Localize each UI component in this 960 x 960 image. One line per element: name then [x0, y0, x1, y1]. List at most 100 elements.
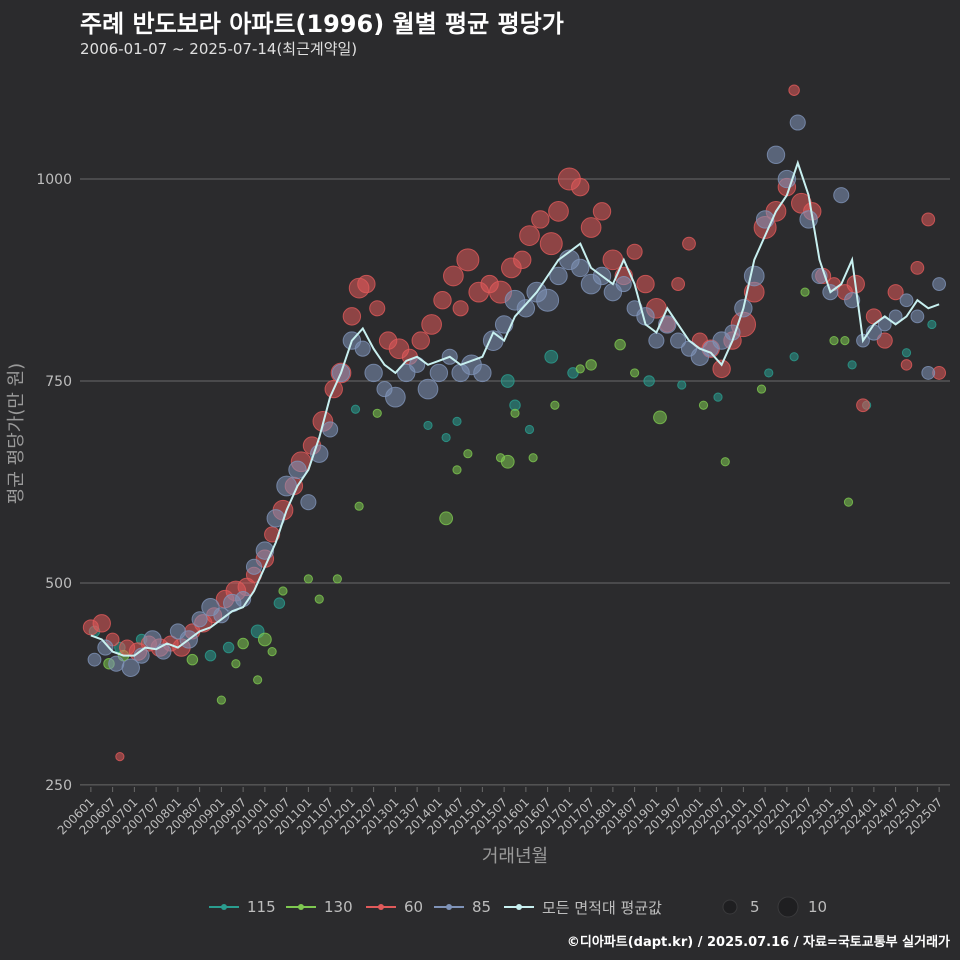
data-point-130 [829, 336, 839, 346]
chart-legend: 115 130 60 85 모든 면적대 평균값 5 [0, 894, 960, 920]
legend-item-average: 모든 면적대 평균값 [504, 894, 662, 920]
legend-item-85: 85 [434, 894, 491, 920]
data-point-85 [300, 494, 317, 511]
data-point-130 [237, 637, 249, 650]
data-point-115 [901, 348, 912, 358]
data-point-130 [452, 465, 462, 475]
data-point-130 [303, 574, 313, 584]
data-point-130 [186, 653, 199, 666]
data-point-60 [626, 243, 643, 260]
data-point-85 [516, 299, 536, 318]
y-tick-label: 750 [45, 374, 72, 390]
data-point-115 [789, 352, 799, 362]
data-point-115 [524, 424, 535, 435]
data-point-85 [108, 655, 125, 672]
data-point-130 [314, 594, 324, 604]
data-point-60 [342, 307, 362, 326]
data-point-85 [921, 366, 936, 380]
data-point-130 [630, 368, 640, 378]
data-point-130 [332, 574, 342, 584]
legend-size-10: 10 [776, 894, 827, 920]
data-point-60 [636, 274, 655, 294]
data-point-115 [441, 432, 451, 443]
data-point-115 [713, 392, 723, 402]
data-point-115 [204, 649, 217, 662]
data-point-85 [213, 607, 230, 624]
data-point-130 [278, 586, 288, 596]
data-point-60 [531, 210, 550, 229]
legend-size-circle-10 [777, 896, 799, 918]
x-axis-title: 거래년월 [482, 846, 548, 867]
data-point-85 [121, 658, 140, 677]
data-point-60 [788, 84, 800, 96]
data-point-85 [789, 114, 806, 131]
data-point-130 [840, 336, 850, 346]
y-tick-label: 250 [45, 778, 72, 794]
data-point-60 [592, 202, 612, 221]
data-point-130 [550, 400, 560, 410]
data-point-115 [500, 374, 515, 388]
data-point-60 [539, 232, 563, 256]
data-point-85 [888, 309, 903, 324]
data-point-60 [519, 225, 540, 246]
legend-swatch-130 [286, 904, 316, 910]
legend-swatch-115 [209, 904, 239, 910]
data-point-85 [417, 378, 439, 400]
legend-size-circle-5 [722, 899, 738, 915]
data-point-60 [887, 284, 904, 301]
data-point-115 [350, 404, 361, 414]
data-point-115 [677, 380, 687, 390]
data-point-85 [87, 652, 102, 667]
data-point-130 [720, 457, 730, 467]
data-point-60 [712, 359, 731, 379]
data-point-85 [364, 363, 383, 383]
data-point-60 [856, 398, 870, 413]
data-point-115 [927, 319, 937, 330]
legend-item-115: 115 [209, 894, 276, 920]
data-point-85 [670, 332, 687, 349]
data-point-115 [544, 349, 559, 364]
data-point-60 [421, 314, 442, 335]
data-point-60 [580, 217, 602, 238]
data-point-60 [433, 291, 452, 310]
data-point-85 [255, 541, 275, 560]
data-point-130 [614, 338, 626, 351]
data-point-85 [322, 421, 339, 438]
data-point-60 [411, 331, 430, 350]
legend-size-5: 5 [718, 894, 760, 920]
data-point-130 [439, 511, 454, 526]
legend-label-115: 115 [247, 898, 276, 916]
y-tick-label: 500 [45, 576, 72, 592]
data-point-85 [899, 293, 914, 308]
data-point-115 [643, 375, 655, 387]
data-point-130 [253, 675, 263, 685]
data-point-60 [900, 359, 913, 371]
data-point-60 [452, 300, 469, 317]
data-point-85 [615, 276, 632, 293]
data-point-85 [473, 363, 492, 383]
data-point-130 [257, 632, 272, 647]
data-point-60 [456, 248, 480, 272]
data-point-130 [354, 501, 364, 511]
chart-title: 주례 반도보라 아파트(1996) 월별 평균 평당가 [80, 10, 564, 38]
data-point-115 [452, 416, 462, 426]
legend-size-label-10: 10 [808, 898, 828, 916]
data-point-60 [876, 332, 893, 349]
data-point-85 [354, 340, 371, 357]
legend-swatch-85 [434, 904, 464, 910]
data-point-115 [423, 420, 433, 431]
data-point-130 [500, 454, 515, 469]
data-point-60 [357, 274, 376, 294]
legend-label-60: 60 [404, 898, 424, 916]
data-point-60 [671, 277, 686, 291]
data-point-85 [766, 145, 786, 165]
data-point-60 [571, 177, 590, 197]
data-point-130 [653, 410, 667, 425]
legend-item-60: 60 [366, 894, 423, 920]
data-point-130 [585, 359, 597, 371]
data-point-60 [513, 250, 532, 270]
data-point-130 [756, 384, 767, 394]
data-point-130 [216, 695, 226, 705]
data-point-115 [764, 368, 774, 378]
data-point-60 [921, 212, 936, 227]
